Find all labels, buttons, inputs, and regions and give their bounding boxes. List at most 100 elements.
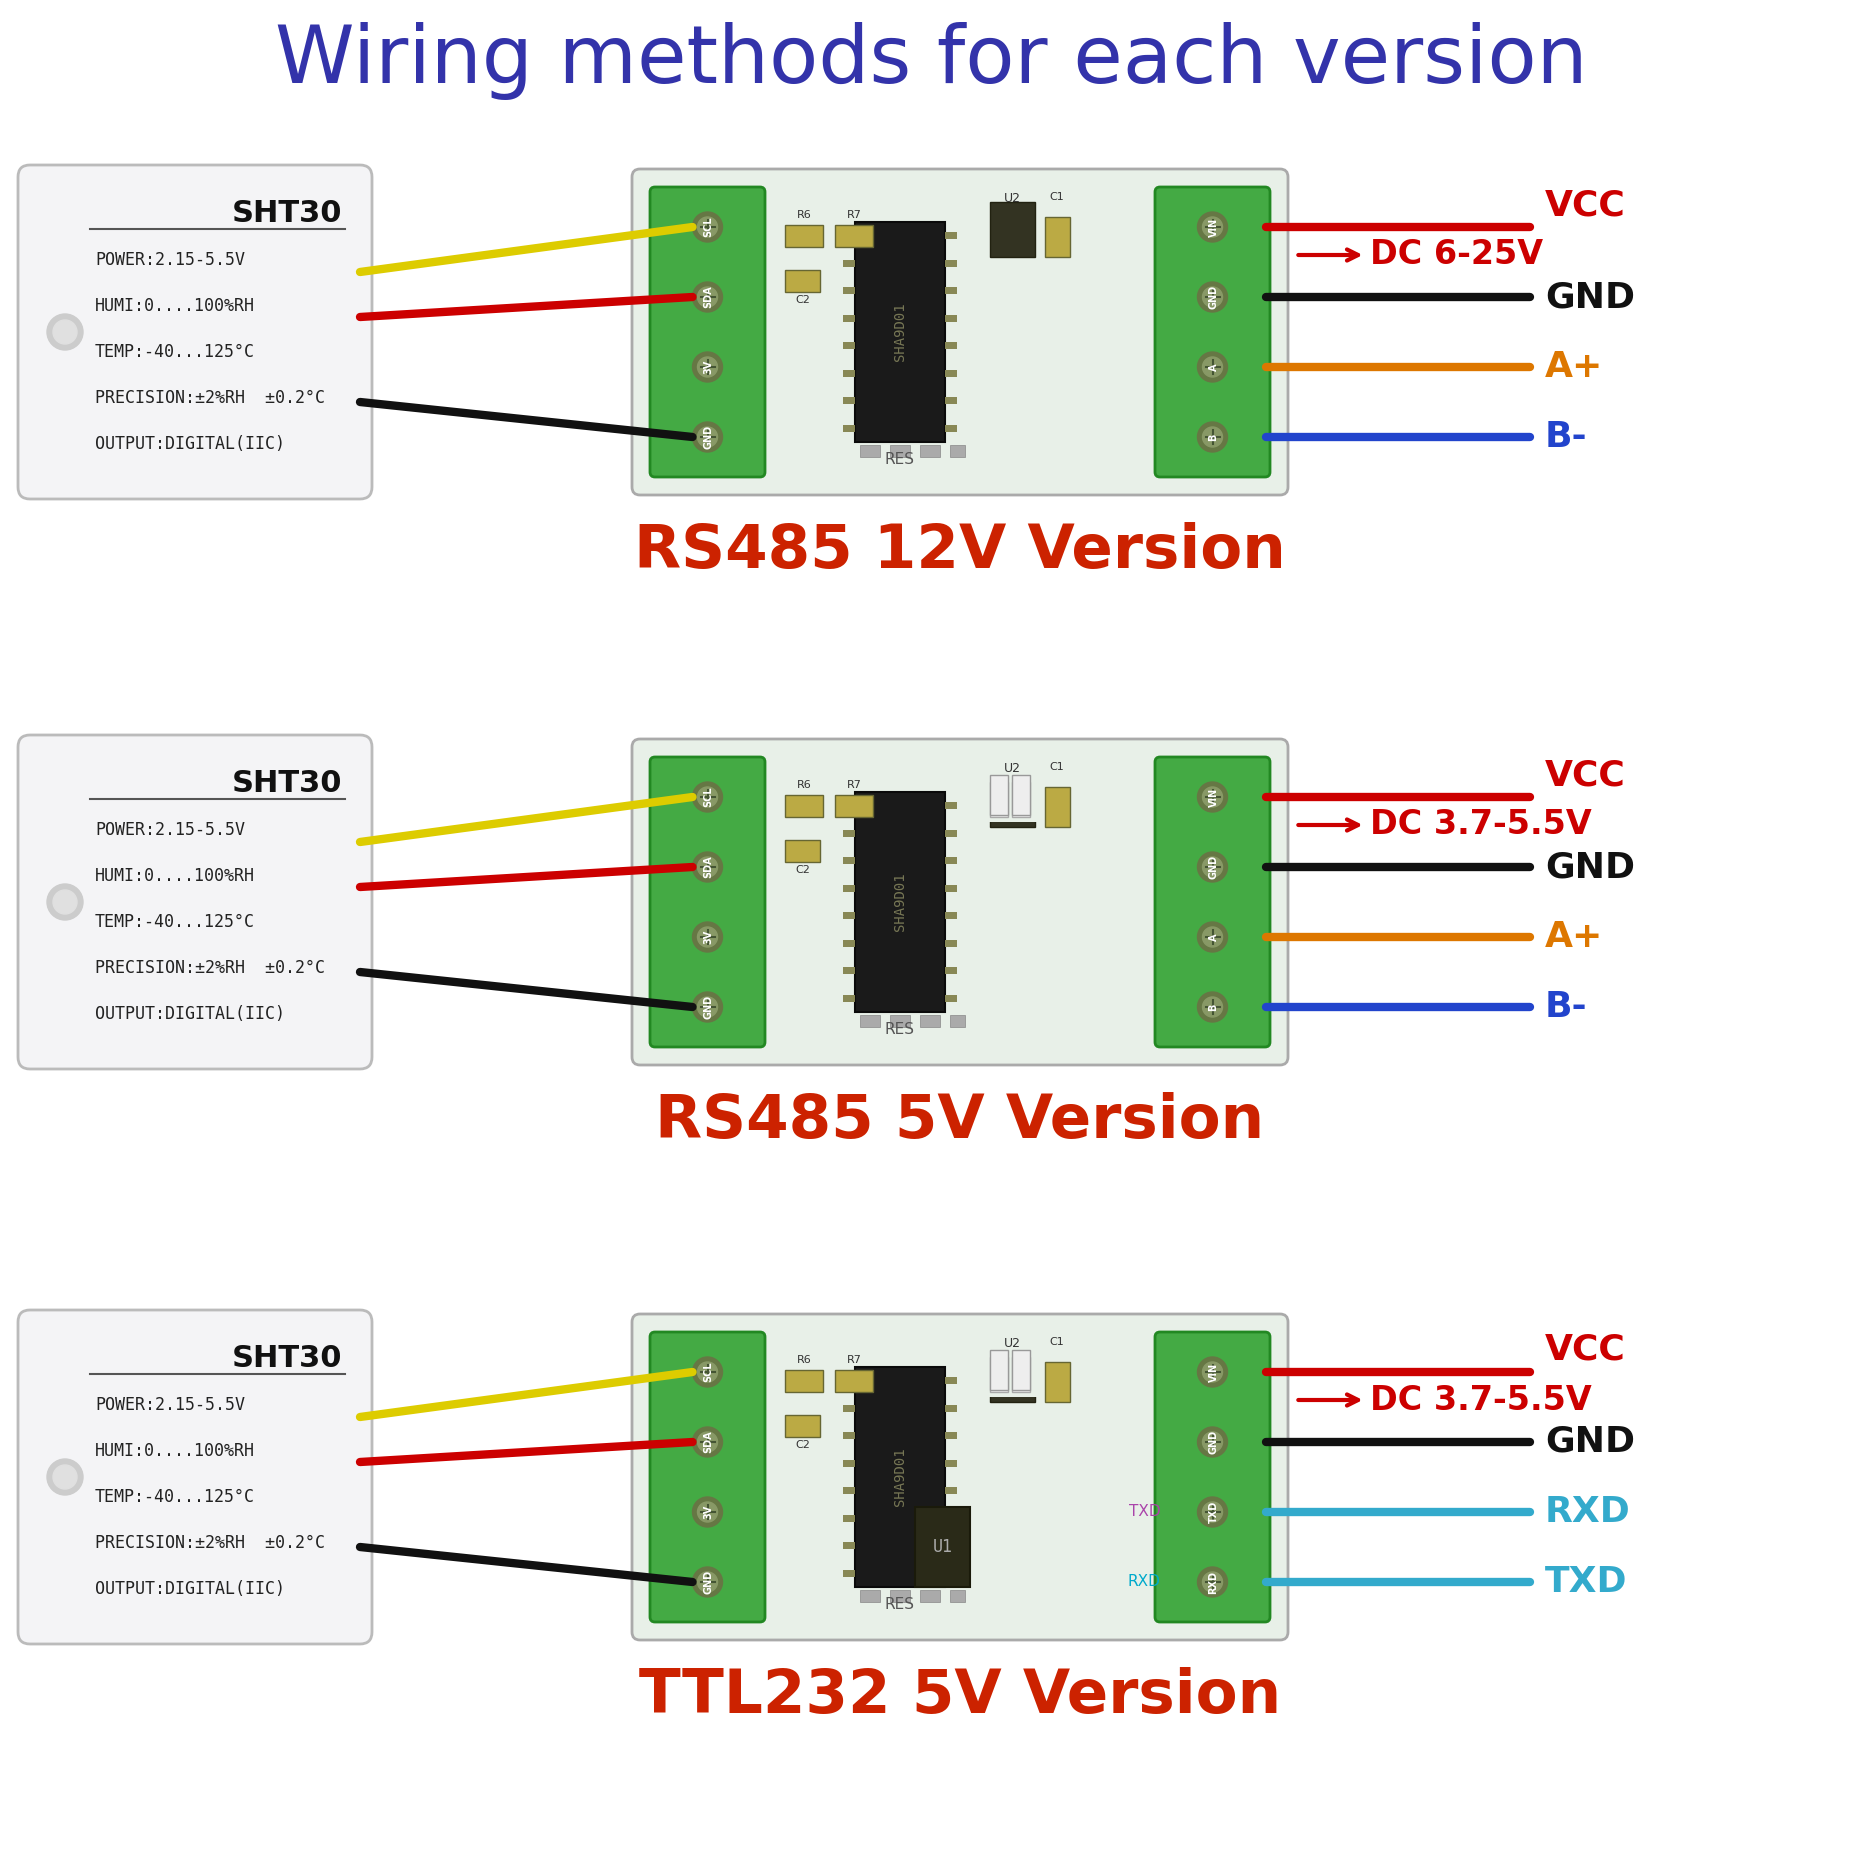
Circle shape [698, 218, 717, 236]
Circle shape [693, 1568, 722, 1598]
Bar [890, 1590, 911, 1601]
Text: GND: GND [1545, 1424, 1635, 1460]
Bar [946, 315, 957, 322]
Circle shape [1203, 218, 1223, 236]
Circle shape [1197, 782, 1227, 812]
Circle shape [698, 1572, 717, 1592]
Text: HUMI:0....100%RH: HUMI:0....100%RH [95, 868, 255, 884]
Circle shape [693, 1357, 722, 1387]
Text: RES: RES [884, 1022, 914, 1037]
Bar [946, 1488, 957, 1493]
Bar [1013, 775, 1030, 816]
Text: HUMI:0....100%RH: HUMI:0....100%RH [95, 298, 255, 315]
Circle shape [698, 927, 717, 948]
Text: TEMP:-40...125°C: TEMP:-40...125°C [95, 1488, 255, 1506]
Text: GND: GND [704, 994, 713, 1019]
Bar [1013, 1357, 1030, 1393]
Circle shape [698, 857, 717, 877]
Text: U2: U2 [1004, 1337, 1020, 1350]
Text: SDA: SDA [704, 1430, 713, 1454]
Bar [843, 994, 855, 1002]
Bar [843, 857, 855, 864]
Bar [1013, 1350, 1030, 1391]
Text: B-: B- [1545, 991, 1588, 1024]
Bar [946, 261, 957, 266]
Text: B-: B- [1545, 421, 1588, 454]
Bar [855, 222, 946, 441]
Circle shape [1197, 423, 1227, 452]
Bar [843, 940, 855, 946]
Circle shape [693, 853, 722, 883]
Text: PRECISION:±2%RH  ±0.2°C: PRECISION:±2%RH ±0.2°C [95, 959, 326, 978]
Circle shape [52, 890, 76, 914]
Bar [946, 884, 957, 892]
FancyBboxPatch shape [650, 1331, 765, 1622]
Bar [860, 1590, 881, 1601]
Bar [843, 1570, 855, 1577]
Text: SHT30: SHT30 [231, 769, 343, 799]
Circle shape [1203, 426, 1223, 447]
Bar [843, 1488, 855, 1493]
Bar [786, 270, 819, 292]
FancyBboxPatch shape [631, 169, 1289, 495]
Bar [843, 233, 855, 238]
Circle shape [698, 1361, 717, 1382]
Bar [991, 1350, 1007, 1391]
Bar [920, 1015, 940, 1028]
Bar [834, 795, 873, 817]
FancyBboxPatch shape [1154, 186, 1270, 477]
Text: GND: GND [704, 1570, 713, 1594]
Text: C1: C1 [1050, 192, 1065, 201]
Bar [843, 1460, 855, 1467]
Text: GND: GND [1208, 285, 1218, 309]
Bar [843, 1378, 855, 1383]
Bar [843, 315, 855, 322]
Text: RES: RES [884, 1598, 914, 1612]
Bar [946, 994, 957, 1002]
Text: C1: C1 [1050, 762, 1065, 773]
Text: GND: GND [1208, 855, 1218, 879]
Bar [991, 773, 1035, 827]
Bar [860, 1015, 881, 1028]
Text: RS485 5V Version: RS485 5V Version [655, 1091, 1264, 1151]
Circle shape [1197, 1497, 1227, 1527]
Bar [920, 1590, 940, 1601]
FancyBboxPatch shape [19, 1311, 372, 1644]
Bar [843, 884, 855, 892]
Bar [843, 287, 855, 294]
Bar [786, 1370, 823, 1393]
Bar [946, 1404, 957, 1411]
Text: SHA9D01: SHA9D01 [894, 1447, 907, 1506]
Text: C1: C1 [1050, 1337, 1065, 1346]
Bar [946, 397, 957, 404]
Circle shape [1203, 1572, 1223, 1592]
Text: SHA9D01: SHA9D01 [894, 873, 907, 931]
Text: DC 6-25V: DC 6-25V [1370, 238, 1544, 272]
Bar [843, 397, 855, 404]
Bar [843, 1432, 855, 1439]
Text: PRECISION:±2%RH  ±0.2°C: PRECISION:±2%RH ±0.2°C [95, 1534, 326, 1553]
Bar [989, 767, 1037, 821]
Text: TXD: TXD [1128, 1504, 1160, 1519]
Circle shape [1203, 1361, 1223, 1382]
Bar [946, 803, 957, 810]
Circle shape [1203, 996, 1223, 1017]
Text: GND: GND [1208, 1430, 1218, 1454]
Bar [834, 225, 873, 248]
FancyBboxPatch shape [19, 166, 372, 499]
Text: U1: U1 [933, 1538, 953, 1557]
Text: OUTPUT:DIGITAL(IIC): OUTPUT:DIGITAL(IIC) [95, 436, 285, 452]
Bar [843, 912, 855, 920]
FancyBboxPatch shape [1154, 1331, 1270, 1622]
Circle shape [52, 1465, 76, 1490]
Circle shape [1197, 1426, 1227, 1456]
Text: R6: R6 [797, 1356, 812, 1365]
Bar [843, 1516, 855, 1521]
Bar [843, 425, 855, 432]
Circle shape [693, 352, 722, 382]
Bar [991, 775, 1007, 816]
Text: DC 3.7-5.5V: DC 3.7-5.5V [1370, 808, 1592, 842]
Text: A: A [1208, 933, 1218, 940]
Bar [991, 201, 1035, 257]
Bar [991, 782, 1007, 817]
